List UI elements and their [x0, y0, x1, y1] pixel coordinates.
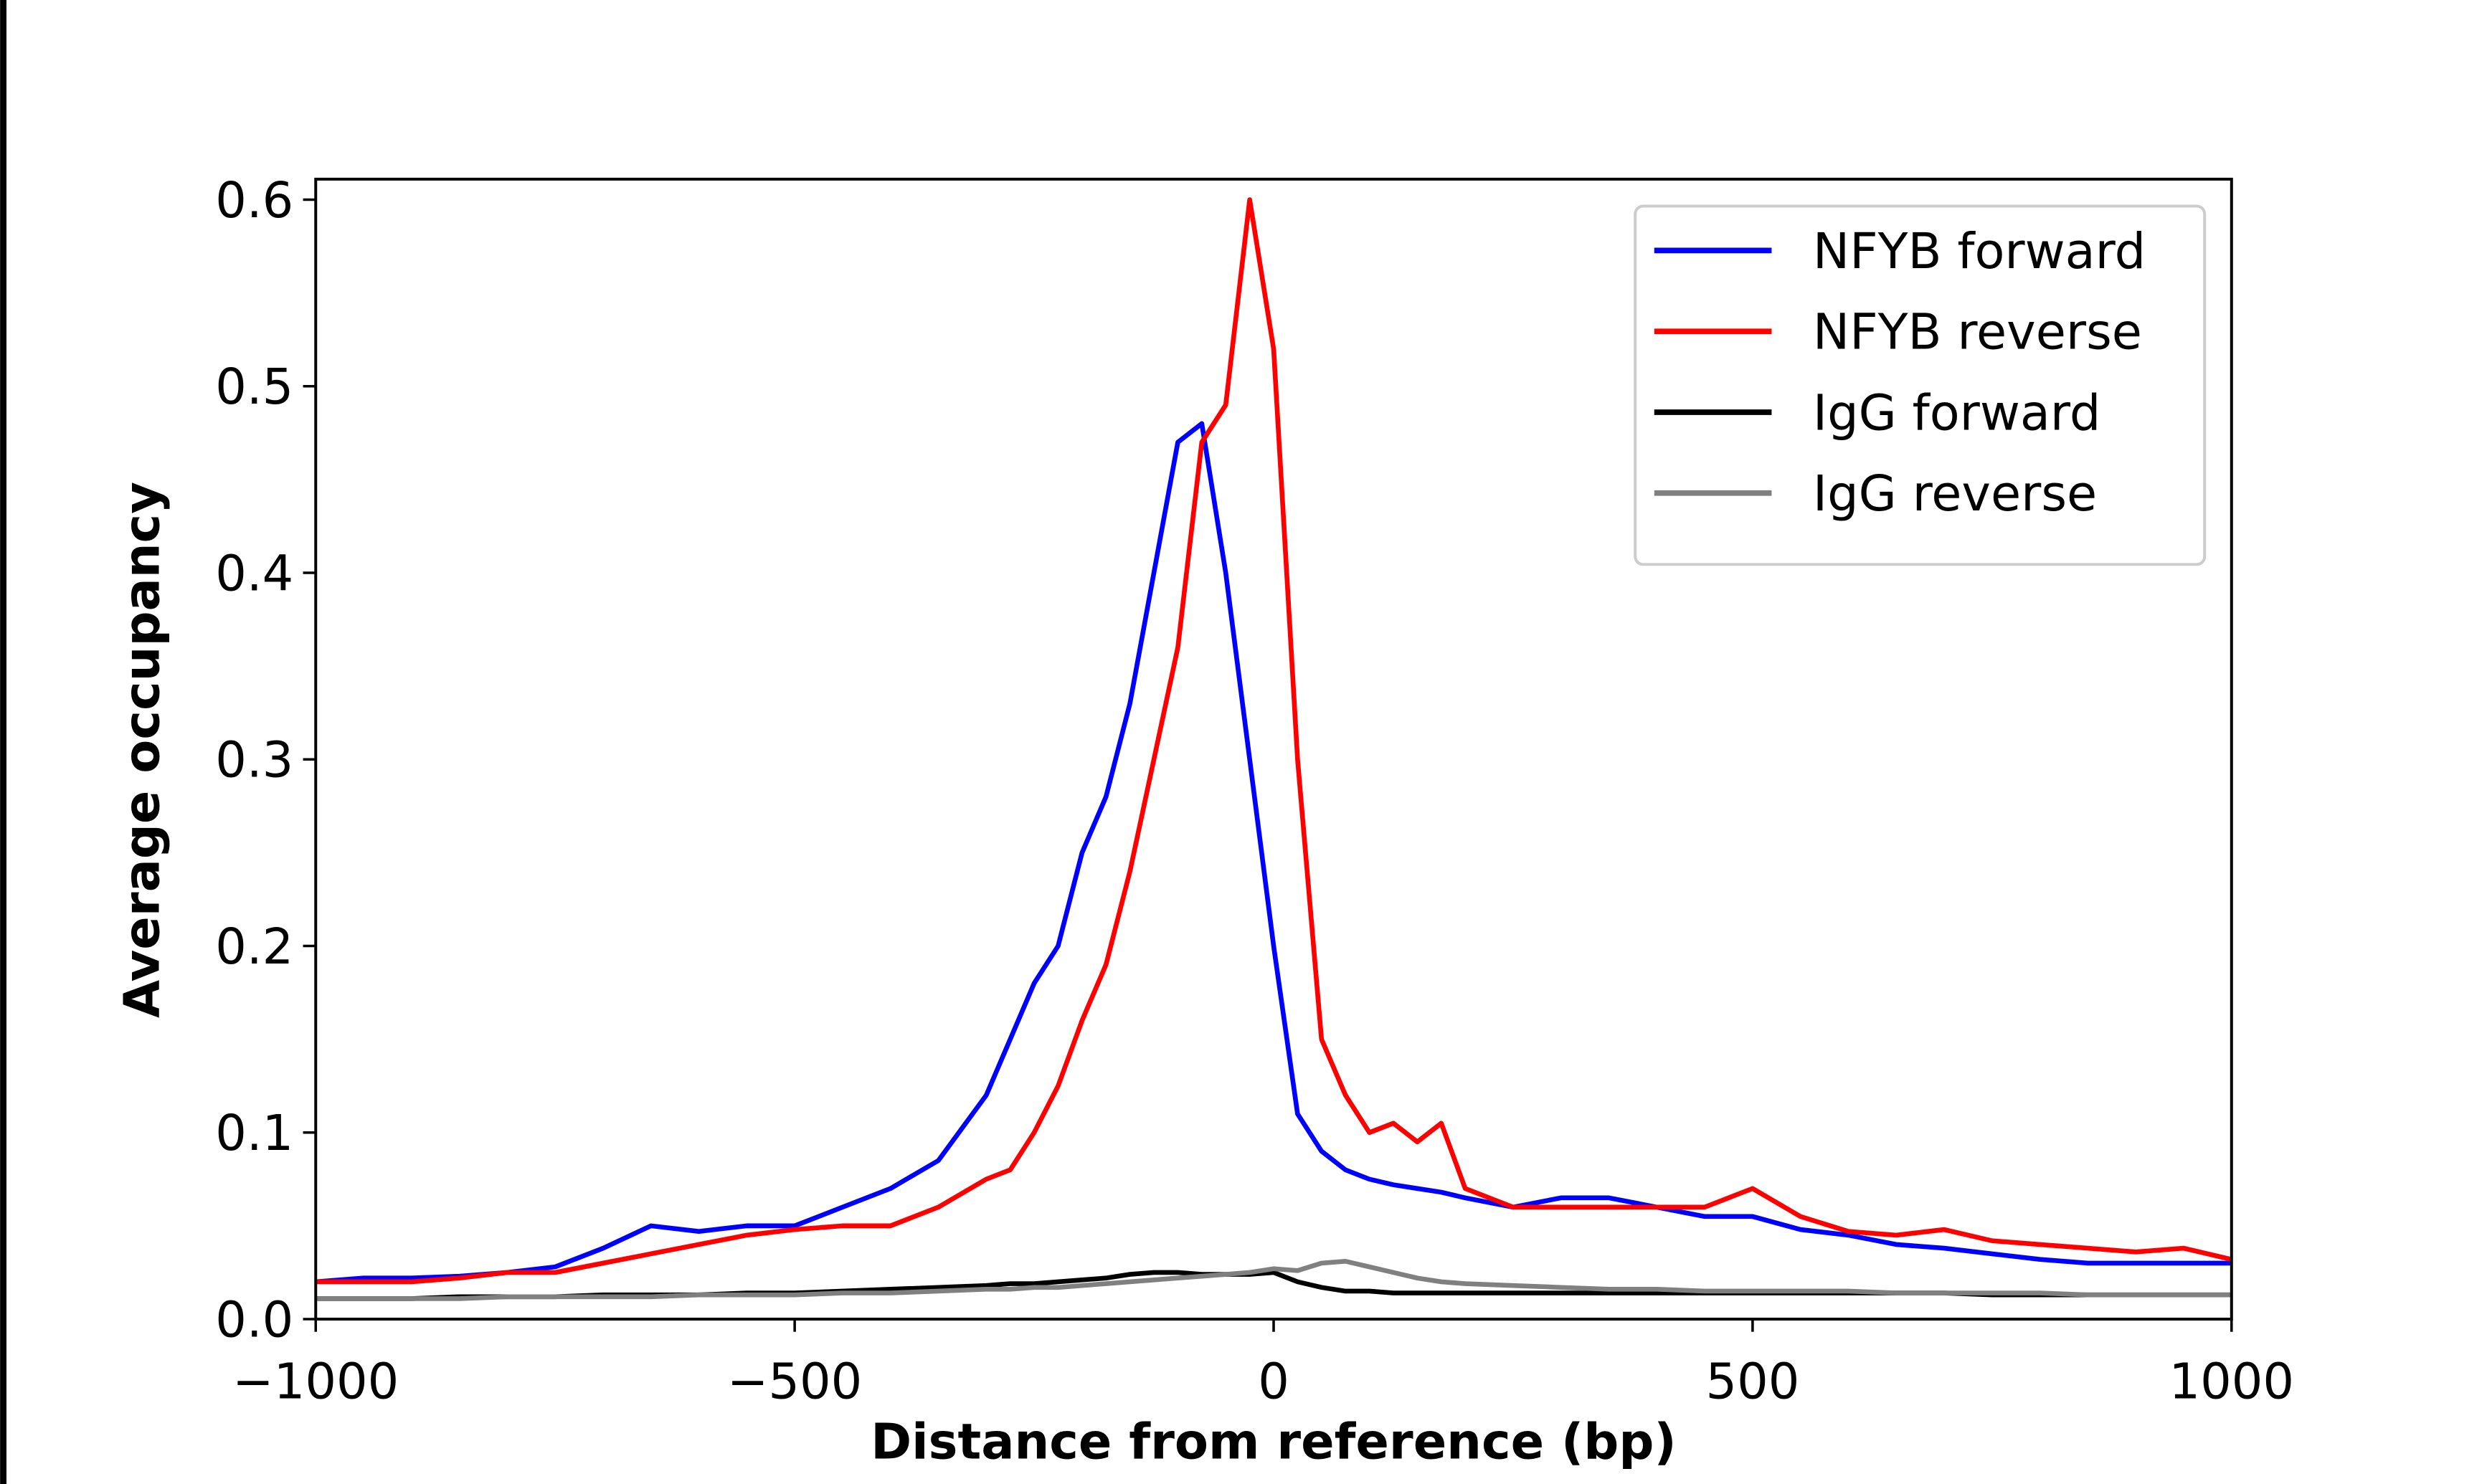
x-tick-label: 0	[1258, 1354, 1289, 1411]
x-tick-label: 1000	[2169, 1354, 2294, 1411]
legend-label: NFYB forward	[1813, 223, 2146, 280]
y-tick-label: 0.3	[215, 732, 293, 789]
data-line	[316, 197, 2232, 1285]
y-tick-label: 0.5	[215, 358, 293, 416]
data-line	[316, 1259, 2232, 1301]
legend-box	[1634, 204, 2207, 566]
data-line	[316, 421, 2232, 1285]
x-axis-label: Distance from reference (bp)	[871, 1414, 1677, 1471]
plot-frame	[314, 177, 2233, 1321]
y-tick-label: 0.6	[215, 172, 293, 229]
edge-border	[0, 0, 7, 1484]
y-tick-label: 0.4	[215, 545, 293, 602]
y-axis-label: Average occupancy	[113, 482, 171, 1018]
legend-label: NFYB reverse	[1813, 304, 2142, 361]
y-tick-label: 0.1	[215, 1105, 293, 1162]
legend-label: IgG reverse	[1813, 465, 2097, 523]
x-tick-label: −500	[727, 1354, 862, 1411]
x-tick-label: −1000	[232, 1354, 399, 1411]
y-tick-label: 0.2	[215, 918, 293, 976]
legend-label: IgG forward	[1813, 384, 2100, 442]
x-tick-label: 500	[1705, 1354, 1799, 1411]
y-tick-label: 0.0	[215, 1291, 293, 1349]
